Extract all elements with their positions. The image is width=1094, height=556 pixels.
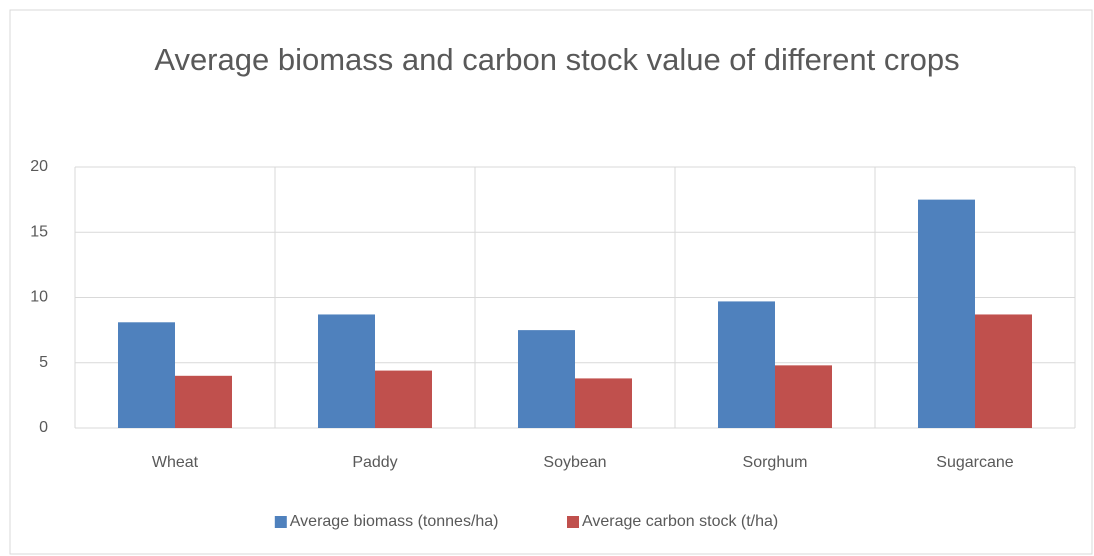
legend-label: Average biomass (tonnes/ha) (290, 513, 499, 530)
y-tick-label: 20 (30, 158, 48, 175)
chart-frame (9, 9, 1093, 555)
legend-label: Average carbon stock (t/ha) (582, 513, 778, 530)
y-tick-label: 15 (30, 223, 48, 240)
bar (775, 365, 832, 428)
x-tick-label: Paddy (352, 454, 397, 471)
bar (575, 378, 632, 428)
y-tick-label: 0 (39, 419, 48, 436)
y-tick-label: 5 (39, 354, 48, 371)
x-tick-label: Sorghum (743, 454, 808, 471)
chart-title: Average biomass and carbon stock value o… (154, 42, 960, 77)
x-tick-label: Sugarcane (936, 454, 1013, 471)
bar (175, 375, 232, 428)
bar (375, 370, 432, 428)
bar (318, 314, 375, 428)
legend-swatch (274, 516, 287, 528)
x-tick-label: Soybean (543, 454, 606, 471)
bar (718, 301, 775, 428)
bar (518, 330, 575, 428)
bar (118, 322, 175, 428)
bar (975, 314, 1032, 428)
legend-swatch (567, 516, 579, 528)
y-tick-label: 10 (30, 289, 48, 306)
x-tick-label: Wheat (152, 454, 199, 471)
bar (918, 199, 975, 428)
